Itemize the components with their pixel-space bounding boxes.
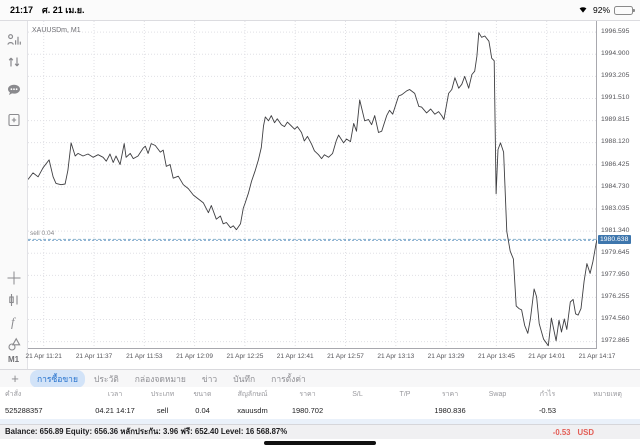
price-chart: [28, 21, 597, 349]
tab-journal[interactable]: บันทึก: [233, 373, 256, 384]
price-axis-label: 1983.035: [601, 204, 630, 212]
time-axis-label: 21 Apr 12:09: [176, 353, 214, 360]
table-header-cell: หมายเหตุ: [593, 391, 622, 398]
price-axis-label: 1974.560: [601, 315, 630, 323]
tab-settings[interactable]: การตั้งค่า: [271, 373, 306, 384]
crosshair-icon[interactable]: [3, 267, 25, 289]
table-footer-strip: [0, 419, 640, 424]
table-cell: -0.53: [538, 406, 557, 415]
chart-plot[interactable]: sell 0.04: [28, 21, 597, 349]
time-axis-label: 21 Apr 14:17: [578, 353, 616, 360]
price-axis-label: 1972.865: [601, 337, 630, 345]
home-row: [0, 439, 640, 447]
profit-currency: USD: [577, 427, 594, 437]
table-cell: xauusdm: [237, 406, 268, 415]
table-header-cell: กำไร: [539, 391, 556, 398]
table-cell: 1980.836: [434, 406, 466, 415]
new-order-icon[interactable]: [3, 109, 25, 131]
quotes-icon[interactable]: [3, 29, 25, 51]
price-axis-label: 1976.255: [601, 293, 630, 301]
battery-icon: [614, 5, 635, 15]
table-header-cell: คำสั่ง: [5, 391, 22, 398]
table-cell: sell: [156, 406, 169, 415]
table-cell: 0.04: [195, 406, 210, 415]
table-header-cell: T/P: [399, 391, 411, 398]
table-header-cell: เวลา: [107, 391, 123, 398]
time-axis-label: 21 Apr 12:57: [327, 353, 364, 360]
price-axis-label: 1994.900: [601, 50, 630, 58]
chart-symbol-label: XAUUSDm, M1: [32, 27, 81, 34]
time-axis-label: 21 Apr 12:25: [226, 353, 264, 360]
sell-position-label: sell 0.04: [30, 230, 55, 238]
time-axis-label: 21 Apr 14:01: [528, 353, 566, 360]
chart-style-icon[interactable]: [3, 289, 25, 311]
price-axis-label: 1989.815: [601, 116, 630, 124]
toolbar-sidebar: f M1: [0, 21, 28, 370]
table-header-cell: S/L: [352, 391, 363, 398]
balance-summary-text: Balance: 656.89 Equity: 656.36 หลักประกั…: [5, 427, 288, 436]
positions-table-body: 525288357 04.21 14:17 sell 0.04 xauusdm 1980.…: [0, 402, 640, 419]
time-axis-label: 21 Apr 11:21: [25, 353, 62, 360]
account-summary-bar: Balance: 656.89 Equity: 656.36 หลักประกั…: [0, 424, 640, 439]
table-cell: 525288357: [5, 406, 43, 415]
tab-trade[interactable]: การซื้อขาย: [30, 369, 85, 388]
battery-percent: 92%: [592, 5, 610, 15]
status-bar: 21:17 ศ. 21 เม.ย. 92%: [0, 0, 640, 20]
time-axis-label: 21 Apr 11:37: [75, 353, 113, 360]
tabs: การซื้อขาย ประวัติ กล่องจดหมาย ข่าว บันทึก กา…: [30, 369, 315, 388]
status-indicators: 92%: [577, 4, 635, 16]
time-axis-label: 21 Apr 13:29: [427, 353, 465, 360]
table-header-cell: ราคา: [441, 391, 459, 398]
price-axis-label: 1981.340: [601, 226, 630, 234]
indicators-icon[interactable]: f: [3, 311, 25, 333]
svg-text:f: f: [11, 316, 16, 330]
time-axis-label: 21 Apr 13:13: [377, 353, 415, 360]
position-row[interactable]: 525288357 04.21 14:17 sell 0.04 xauusdm 1980.…: [0, 402, 640, 419]
price-series: [28, 32, 597, 347]
price-axis-label: 1991.510: [601, 94, 630, 102]
table-cell: 04.21 14:17: [95, 406, 135, 415]
time-axis-label: 21 Apr 13:45: [477, 353, 515, 360]
price-axis-label: 1988.120: [601, 138, 630, 146]
clock-time: 21:17: [10, 5, 34, 15]
table-cell: 1980.702: [291, 406, 324, 415]
status-date: ศ. 21 เม.ย.: [42, 5, 85, 15]
wifi-icon: [577, 4, 589, 16]
tab-news[interactable]: ข่าว: [201, 373, 218, 384]
tab-mailbox[interactable]: กล่องจดหมาย: [134, 373, 186, 384]
time-axis-label: 21 Apr 11:53: [126, 353, 163, 360]
chart-panel: sell 0.04 XAUUSDm, M1 1980.638 1996.595 1…: [25, 21, 640, 370]
objects-icon[interactable]: [3, 333, 25, 355]
price-axis-label: 1993.205: [601, 72, 630, 80]
chat-icon[interactable]: [3, 79, 25, 101]
timeframe-button[interactable]: M1: [7, 355, 20, 364]
table-header-cell: Swap: [488, 391, 507, 398]
home-indicator[interactable]: [264, 441, 376, 445]
current-price-badge: 1980.638: [598, 235, 632, 245]
price-axis: 1980.638 1996.595 1994.900 1993.205 1991.51…: [597, 21, 640, 349]
price-axis-label: 1986.425: [601, 160, 630, 168]
floating-profit: -0.53: [552, 427, 571, 437]
table-header-cell: ราคา: [299, 391, 316, 398]
positions-table-header: คำสั่ง เวลา ประเภท ขนาด สัญลักษณ์ ราคา S/L T/P ร…: [0, 387, 640, 402]
add-button[interactable]: +: [11, 370, 19, 386]
price-axis-label: 1979.645: [601, 249, 630, 256]
bottom-tab-bar: + การซื้อขาย ประวัติ กล่องจดหมาย ข่าว บันทึก…: [0, 369, 640, 388]
table-header-cell: ขนาด: [193, 391, 212, 398]
price-axis-label: 1984.730: [601, 182, 630, 190]
table-header-cell: สัญลักษณ์: [237, 391, 268, 398]
main-area: f M1 sell 0.04 XAUUSDm, M1 1980.638 1996…: [0, 20, 640, 370]
price-axis-label: 1996.595: [601, 27, 630, 35]
time-axis: 21 Apr 11:21 21 Apr 11:37 21 Apr 11:53 21 A…: [25, 350, 640, 366]
time-axis-label: 21 Apr 12:41: [276, 353, 314, 360]
tab-history[interactable]: ประวัติ: [93, 373, 119, 384]
table-header-cell: ประเภท: [150, 391, 175, 398]
price-axis-label: 1977.950: [601, 271, 630, 279]
trade-arrows-icon[interactable]: [3, 51, 25, 73]
